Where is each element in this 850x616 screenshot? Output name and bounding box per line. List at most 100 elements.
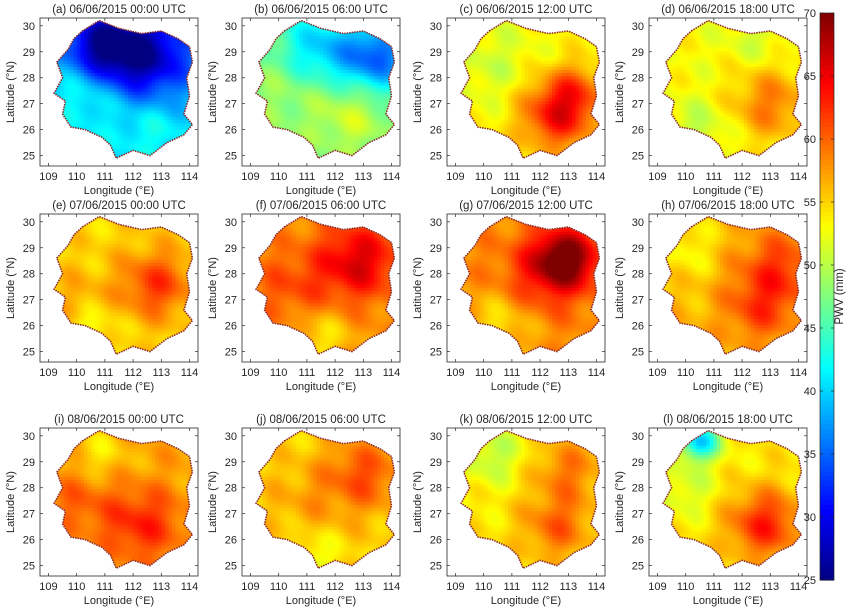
- x-tick-label: 110: [68, 171, 86, 183]
- heatmap-cell: [319, 125, 324, 130]
- heatmap-cell: [155, 35, 160, 39]
- heatmap-cell: [370, 97, 375, 102]
- heatmap-cell: [124, 94, 129, 99]
- heatmap-cell: [353, 78, 358, 83]
- heatmap-cell: [357, 72, 362, 77]
- heatmap-cell: [316, 113, 321, 117]
- heatmap-cell: [124, 150, 129, 155]
- heatmap-cell: [470, 103, 475, 108]
- heatmap-cell: [77, 44, 82, 49]
- heatmap-cell: [330, 50, 335, 55]
- heatmap-cell: [380, 78, 385, 83]
- heatmap-cell: [84, 119, 88, 123]
- heatmap-cell: [363, 84, 368, 89]
- heatmap-cell: [63, 56, 68, 61]
- heatmap-cell: [107, 69, 112, 74]
- heatmap-cell: [172, 81, 177, 86]
- heatmap-cell: [367, 75, 372, 80]
- heatmap-cell: [84, 94, 88, 99]
- heatmap-cell: [117, 144, 122, 148]
- heatmap-cell: [387, 63, 392, 67]
- heatmap-cell: [114, 128, 119, 133]
- heatmap-cell: [144, 91, 149, 95]
- heatmap-cell: [340, 84, 345, 89]
- heatmap-cell: [67, 75, 72, 80]
- heatmap-cell: [330, 75, 335, 80]
- heatmap-cell: [357, 44, 362, 49]
- heatmap-cell: [144, 125, 149, 130]
- heatmap-cell: [121, 47, 126, 52]
- heatmap-cell: [343, 63, 348, 67]
- province-boundary: [53, 19, 194, 160]
- heatmap-cell: [323, 131, 328, 136]
- heatmap-cell: [165, 113, 170, 117]
- heatmap-cell: [346, 131, 351, 136]
- heatmap-cell: [289, 113, 294, 117]
- heatmap-cell: [336, 63, 341, 67]
- heatmap-cell: [168, 103, 173, 108]
- heatmap-cell: [309, 28, 314, 33]
- heatmap-cell: [161, 141, 166, 145]
- heatmap-cell: [124, 147, 129, 152]
- heatmap-cell: [94, 122, 99, 127]
- heatmap-cell: [323, 109, 328, 114]
- heatmap-cell: [333, 66, 338, 71]
- heatmap-cell: [363, 141, 368, 145]
- heatmap-cell: [374, 66, 379, 71]
- heatmap-cell: [275, 122, 280, 127]
- heatmap-cell: [346, 119, 351, 123]
- heatmap-cell: [97, 113, 102, 117]
- heatmap-cell: [292, 72, 297, 77]
- heatmap-cell: [97, 22, 102, 27]
- heatmap-cell: [111, 81, 116, 86]
- heatmap-cell: [100, 66, 105, 71]
- heatmap-cell: [97, 106, 102, 111]
- heatmap-cell: [363, 109, 368, 114]
- heatmap-cell: [155, 94, 160, 99]
- heatmap-cell: [134, 75, 139, 80]
- heatmap-cell: [168, 69, 173, 74]
- heatmap-cell: [282, 56, 287, 61]
- heatmap-cell: [104, 134, 109, 139]
- heatmap-cell: [357, 144, 362, 148]
- heatmap-cell: [151, 122, 156, 127]
- heatmap-cell: [380, 119, 385, 123]
- heatmap-cell: [117, 119, 122, 123]
- heatmap-cell: [100, 103, 105, 108]
- heatmap-cell: [168, 72, 173, 77]
- heatmap-cell: [84, 113, 88, 117]
- heatmap-cell: [117, 35, 122, 39]
- heatmap-cell: [313, 109, 318, 114]
- heatmap-cell: [100, 72, 105, 77]
- heatmap-cell: [262, 78, 267, 83]
- heatmap-cell: [100, 41, 105, 46]
- heatmap-cell: [313, 35, 318, 39]
- heatmap-cell: [104, 78, 109, 83]
- heatmap-cell: [286, 28, 290, 33]
- heatmap-cell: [296, 38, 301, 42]
- heatmap-cell: [299, 94, 304, 99]
- heatmap-cell: [107, 56, 112, 61]
- heatmap-cell: [313, 125, 318, 130]
- heatmap-cell: [117, 153, 122, 158]
- heatmap-cell: [117, 97, 122, 102]
- heatmap-cell: [144, 100, 149, 105]
- heatmap-cell: [326, 125, 331, 130]
- heatmap-cell: [172, 109, 177, 114]
- heatmap-cell: [175, 84, 180, 89]
- heatmap-cell: [330, 47, 335, 52]
- heatmap-cell: [323, 116, 328, 120]
- heatmap-cell: [178, 60, 183, 64]
- heatmap-cell: [97, 47, 102, 52]
- heatmap-cell: [296, 60, 301, 64]
- heatmap-cell: [377, 134, 382, 139]
- heatmap-cell: [117, 50, 122, 55]
- heatmap-cell: [343, 134, 348, 139]
- heatmap-cell: [144, 53, 149, 58]
- heatmap-cell: [370, 50, 375, 55]
- heatmap-cell: [165, 131, 170, 136]
- heatmap-cell: [138, 41, 143, 46]
- heatmap-cell: [384, 91, 389, 95]
- heatmap-cell: [357, 119, 362, 123]
- heatmap-cell: [67, 94, 72, 99]
